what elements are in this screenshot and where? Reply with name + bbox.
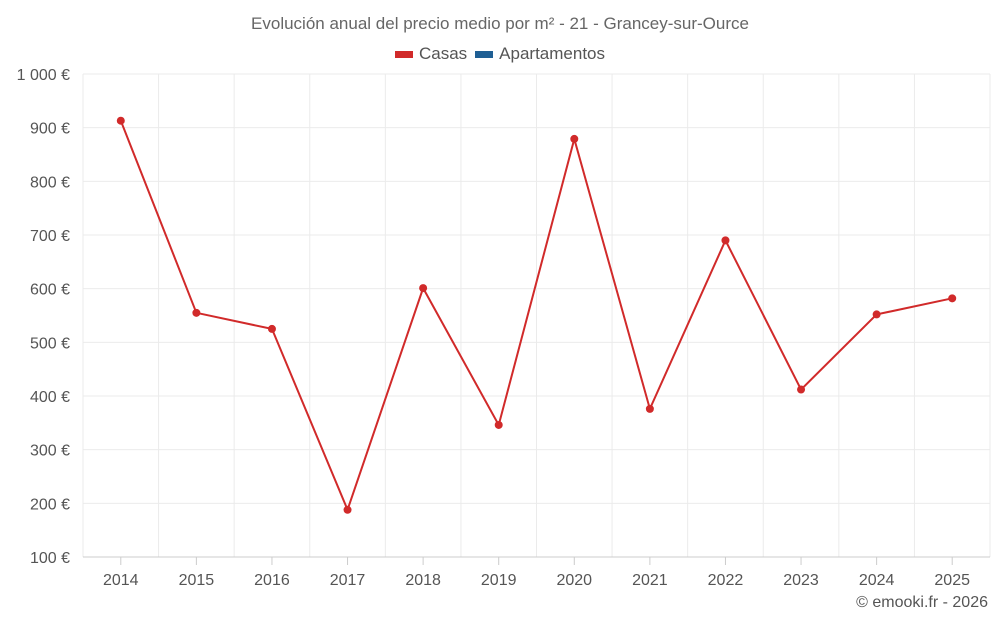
legend-item-casas[interactable]: Casas [394,44,468,64]
copyright-credit: © emooki.fr - 2026 [856,594,988,611]
x-tick-label: 2023 [783,572,819,589]
legend-label-apartamentos: Apartamentos [499,44,606,63]
data-point [797,385,806,394]
legend-swatch-casas [394,50,413,58]
y-tick-label: 900 € [30,121,70,138]
x-tick-label: 2021 [632,572,668,589]
series-line-casas [119,120,953,513]
data-point [721,236,730,245]
y-tick-label: 800 € [30,174,70,191]
x-tick-label: 2025 [934,572,970,589]
data-point [948,294,957,303]
data-point [343,505,352,514]
y-tick-label: 500 € [30,335,70,352]
data-point [267,324,276,333]
y-tick-label: 300 € [30,443,70,460]
x-tick-label: 2024 [859,572,895,589]
chart-title: Evolución anual del precio medio por m² … [251,14,749,33]
y-tick-label: 700 € [30,228,70,245]
y-tick-label: 600 € [30,282,70,299]
data-point [419,284,428,293]
legend-item-apartamentos[interactable]: Apartamentos [475,44,605,64]
x-tick-label: 2016 [254,572,290,589]
y-tick-label: 100 € [30,550,70,567]
x-tick-label: 2020 [556,572,592,589]
x-tick-label: 2015 [179,572,215,589]
y-tick-label: 400 € [30,389,70,406]
x-tick-label: 2014 [103,572,139,589]
data-point [192,308,201,317]
y-tick-label: 200 € [30,496,70,513]
data-point [494,420,503,429]
legend-swatch-apartamentos [475,50,494,58]
data-point [872,310,881,319]
x-tick-label: 2018 [405,572,441,589]
data-point [116,116,125,125]
data-point [570,134,579,143]
x-tick-label: 2017 [330,572,366,589]
legend-label-casas: Casas [418,44,468,63]
x-tick-label: 2019 [481,572,517,589]
data-point [645,404,654,413]
legend: Casas Apartamentos [0,44,1000,64]
y-tick-label: 1 000 € [17,67,70,84]
x-tick-label: 2022 [708,572,744,589]
